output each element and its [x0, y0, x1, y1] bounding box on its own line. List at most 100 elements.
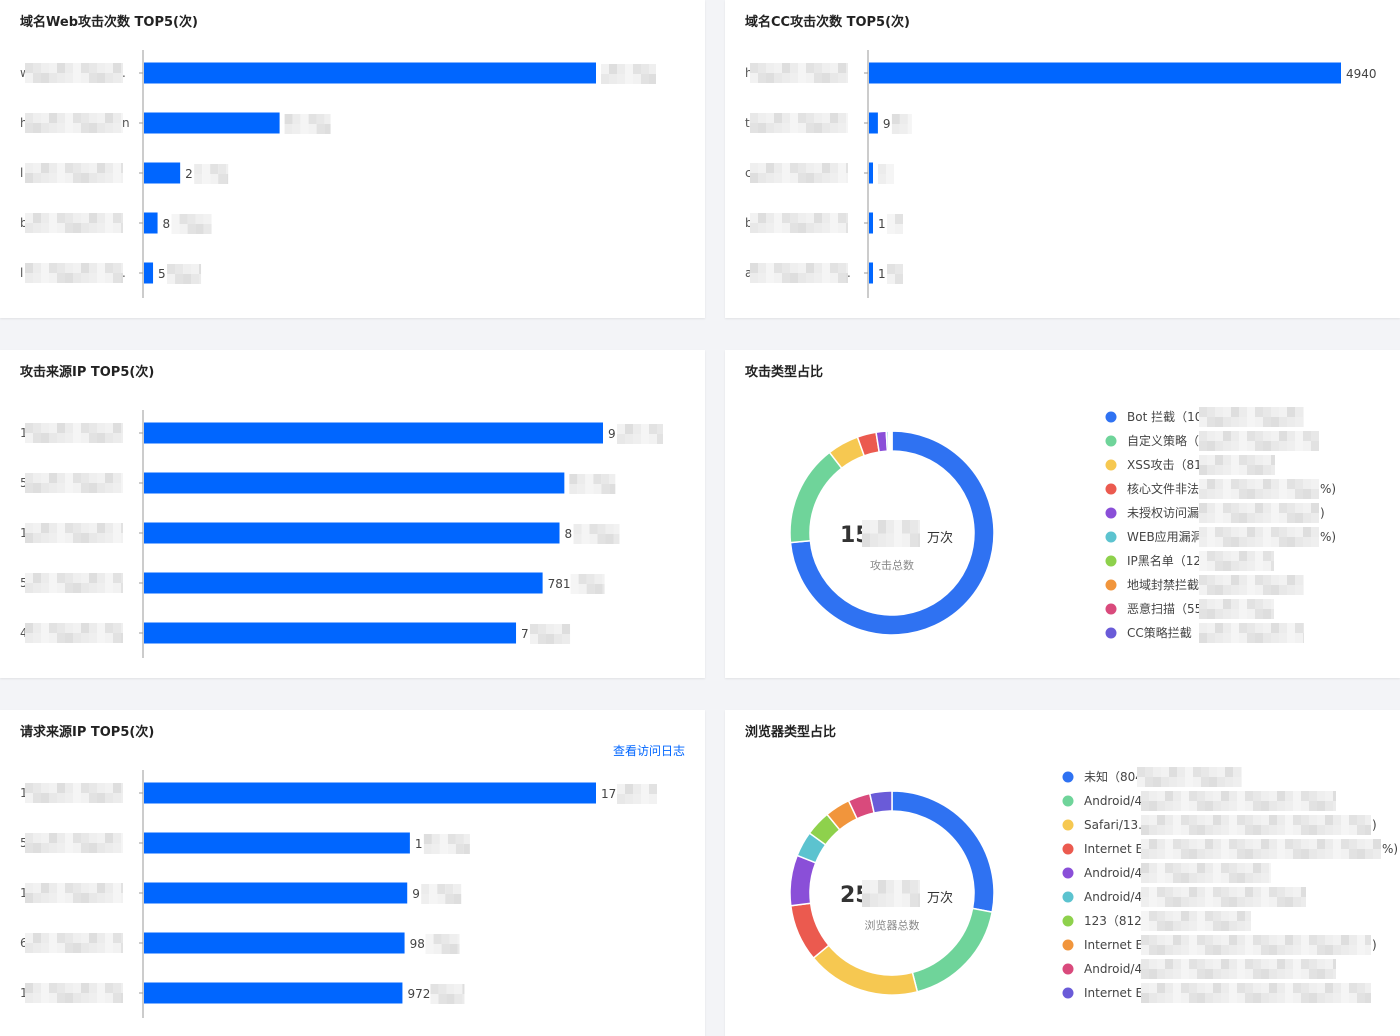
bar: [144, 162, 181, 184]
legend-marker[interactable]: [1105, 507, 1117, 519]
legend-value-redacted: [1141, 959, 1336, 979]
donut-slice[interactable]: [812, 944, 919, 996]
center-label: 攻击总数: [870, 558, 914, 572]
legend-marker[interactable]: [1105, 483, 1117, 495]
legend-label[interactable]: WEB应用漏洞: [1127, 529, 1203, 544]
legend-marker[interactable]: [1062, 795, 1074, 807]
legend-label-tail: %): [1320, 482, 1336, 496]
legend-value-redacted: [1199, 479, 1319, 499]
category-label: b: [20, 216, 28, 230]
donut-slice[interactable]: [868, 790, 893, 814]
legend-label[interactable]: 核心文件非法: [1127, 481, 1199, 496]
value-label-redacted: [878, 164, 894, 184]
legend-label[interactable]: 未授权访问漏: [1127, 505, 1199, 520]
legend-marker[interactable]: [1062, 915, 1074, 927]
category-label: h: [745, 66, 753, 80]
legend-label[interactable]: Android/4.: [1084, 866, 1146, 880]
legend-label[interactable]: Safari/13.0: [1084, 818, 1150, 832]
category-label: h: [20, 116, 28, 130]
card-title: 域名Web攻击次数 TOP5(次): [20, 15, 198, 30]
category-label-redacted: [750, 63, 848, 83]
category-label-redacted: [25, 783, 123, 803]
value-label-redacted: [430, 984, 465, 1004]
legend-label[interactable]: 自定义策略（: [1127, 433, 1199, 448]
legend-label[interactable]: Bot 拦截（10: [1127, 410, 1202, 424]
legend-marker[interactable]: [1105, 579, 1117, 591]
category-label-suffix: .: [122, 266, 126, 280]
donut-slice[interactable]: [911, 907, 994, 993]
legend-label[interactable]: 地域封禁拦截: [1127, 578, 1199, 592]
donut-chart-browser-type: 25 万次浏览器总数未知（804Android/4.Safari/13.0)Int…: [789, 767, 1398, 1003]
category-label: 1: [20, 426, 28, 440]
legend-label[interactable]: IP黑名单（12: [1127, 553, 1201, 568]
legend-marker[interactable]: [1062, 987, 1074, 999]
category-label-suffix: n: [122, 116, 130, 130]
legend-marker[interactable]: [1062, 939, 1074, 951]
legend-label[interactable]: 未知（804: [1084, 770, 1143, 784]
bar: [144, 982, 403, 1004]
bar: [144, 622, 517, 644]
bar: [144, 472, 565, 494]
donut-slice[interactable]: [890, 430, 893, 452]
value-label: 9: [412, 887, 420, 901]
value-label-redacted: [530, 624, 571, 644]
legend-marker[interactable]: [1062, 891, 1074, 903]
legend-label[interactable]: Internet Ex: [1084, 986, 1150, 1000]
legend-label-tail: ): [1372, 938, 1377, 952]
legend-label[interactable]: Android/4.: [1084, 794, 1146, 808]
legend-marker[interactable]: [1062, 867, 1074, 879]
legend-marker[interactable]: [1105, 531, 1117, 543]
legend-label[interactable]: Android/4.: [1084, 890, 1146, 904]
value-label-redacted: [423, 834, 470, 854]
bar: [144, 262, 154, 284]
donut-slice[interactable]: [789, 854, 817, 907]
bar-chart-request-source-ip: 1 17 5 1 1 9 6 98 1 972: [20, 770, 657, 1018]
bar: [869, 262, 873, 284]
bar: [144, 572, 543, 594]
legend-marker[interactable]: [1105, 555, 1117, 567]
card-title: 浏览器类型占比: [745, 725, 837, 740]
category-label: 5: [20, 576, 28, 590]
donut-slice[interactable]: [789, 451, 843, 544]
category-label-redacted: [25, 933, 123, 953]
center-unit: 万次: [927, 530, 953, 546]
category-label-suffix: .: [847, 266, 851, 280]
legend-value-redacted: [1141, 839, 1381, 859]
legend-label[interactable]: 恶意扫描（55: [1127, 601, 1202, 616]
legend-label[interactable]: CC策略拦截: [1127, 625, 1192, 640]
legend-label[interactable]: XSS攻击（81: [1127, 458, 1202, 472]
value-label: 972: [407, 987, 430, 1001]
legend-label[interactable]: Android/4.: [1084, 962, 1146, 976]
legend-marker[interactable]: [1062, 819, 1074, 831]
legend-label[interactable]: 123（8123: [1084, 914, 1149, 928]
category-label-redacted: [25, 63, 123, 83]
card-title: 攻击类型占比: [745, 365, 824, 380]
legend-label[interactable]: Internet Ex: [1084, 938, 1150, 952]
value-label-redacted: [167, 264, 202, 284]
view-access-log-link[interactable]: 查看访问日志: [612, 744, 685, 758]
donut-slice[interactable]: [789, 902, 830, 960]
category-label-suffix: .: [122, 66, 126, 80]
donut-slice[interactable]: [789, 430, 995, 636]
legend-marker[interactable]: [1105, 459, 1117, 471]
category-label-redacted: [25, 113, 123, 133]
card-title: 域名CC攻击次数 TOP5(次): [745, 15, 910, 30]
legend-value-redacted: [1199, 407, 1304, 427]
legend-marker[interactable]: [1105, 435, 1117, 447]
legend-marker[interactable]: [1105, 627, 1117, 639]
bar: [144, 112, 280, 134]
category-label: 6: [20, 936, 28, 950]
category-label-redacted: [750, 163, 848, 183]
legend-marker[interactable]: [1062, 963, 1074, 975]
legend-marker[interactable]: [1062, 771, 1074, 783]
legend-marker[interactable]: [1105, 603, 1117, 615]
legend-marker[interactable]: [1105, 411, 1117, 423]
legend-value-redacted: [1141, 911, 1251, 931]
category-label-redacted: [25, 983, 123, 1003]
legend-marker[interactable]: [1062, 843, 1074, 855]
category-label: 1: [20, 886, 28, 900]
category-label: 5: [20, 476, 28, 490]
value-label-redacted: [617, 784, 657, 804]
legend-label[interactable]: Internet Ex: [1084, 842, 1150, 856]
bar-chart-attack-source-ip: 1 9 5 1 8 5 781 4 7: [20, 410, 663, 658]
